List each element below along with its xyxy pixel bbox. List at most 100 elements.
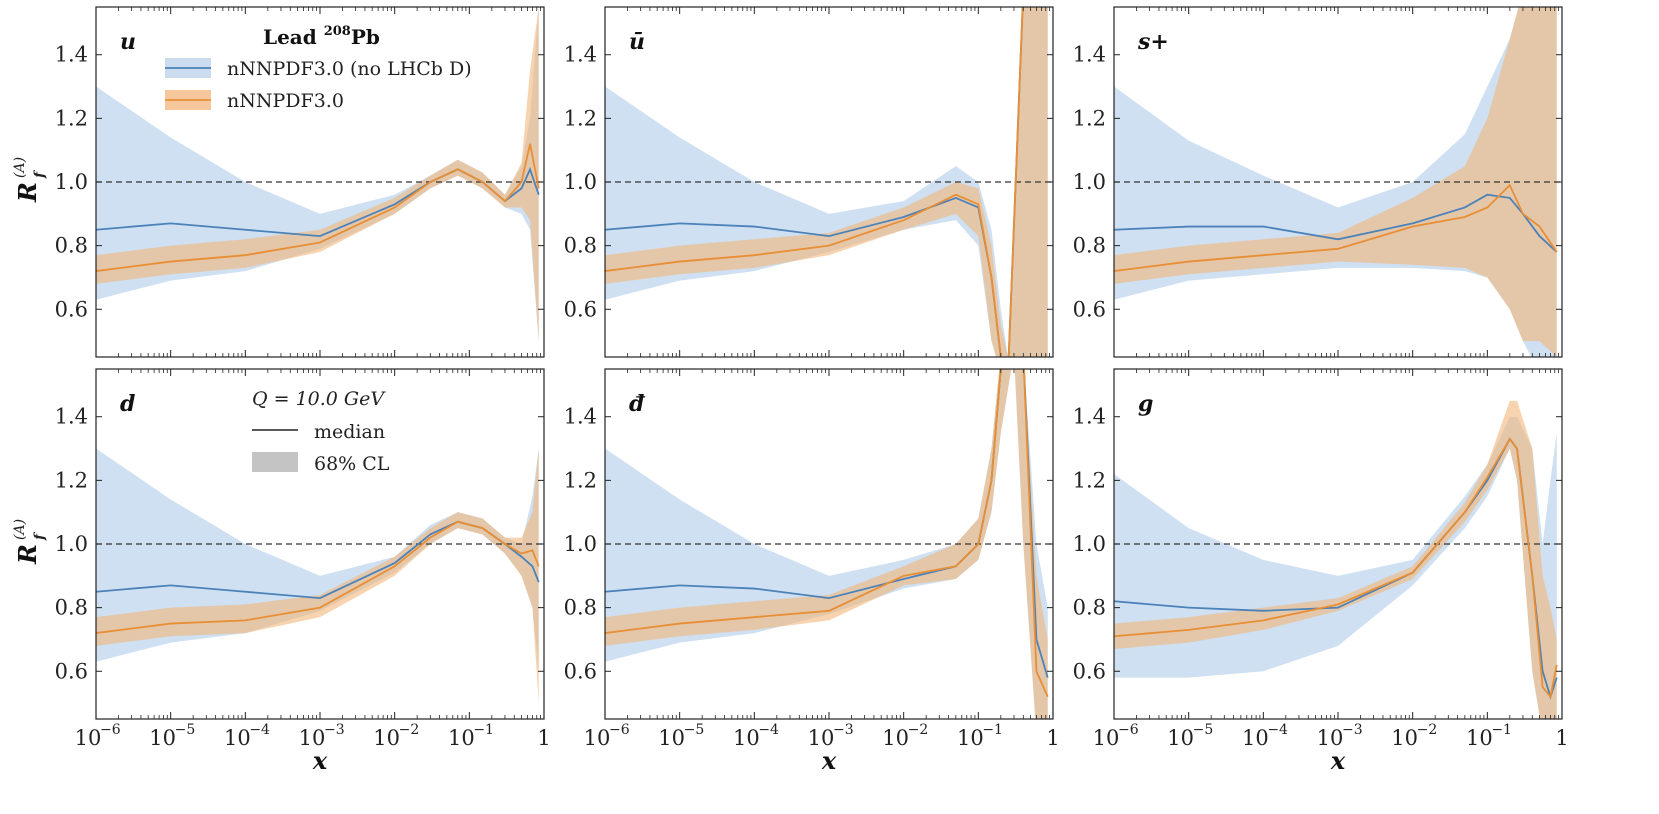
y-tick-label: 0.6 [55,297,88,321]
band-nnnpdf30-splus [1114,7,1557,357]
x-tick-label-exp: −5 [175,722,196,738]
panel-label-dbar: đ [629,391,646,417]
band-nnnpdf30-g [1114,400,1557,719]
legend-band-swatch [252,452,298,472]
x-tick-label-exp: −2 [399,722,420,738]
x-tick-label-base: 10 [149,726,176,750]
x-tick-label-exp: −2 [1417,722,1438,738]
y-axis-label-sub: f [32,169,48,179]
panel-label-splus: s+ [1137,29,1169,55]
y-tick-label: 1.4 [564,43,597,67]
y-tick-label: 1.2 [564,468,597,492]
panel-label-ubar: ū [629,29,645,55]
x-tick-label-base: 10 [373,726,400,750]
y-tick-label: 1.2 [55,468,88,492]
y-axis-label: Rf (A) [12,519,48,565]
median-nnnpdf30-ubar [605,7,1024,357]
y-tick-label: 1.0 [564,170,597,194]
x-tick-label-exp: −4 [758,722,779,738]
legend-band-label: 68% CL [314,453,390,475]
legend: Lead 208Pb nNNPDF3.0 (no LHCb D) nNNPDF3.0 [165,24,472,112]
x-tick-label-exp: −3 [1342,722,1363,738]
x-tick-label-base: 10 [658,726,685,750]
x-tick-label-base: 10 [882,726,909,750]
median-no-lhcb-splus [1114,193,1558,253]
panel-d: 0.60.81.01.21.410−6 10−5 10−4 10−3 10−2 10−1 1… [12,368,551,775]
x-tick-label-exp: −1 [473,722,494,738]
y-tick-label: 0.8 [1073,596,1106,620]
plot-area [96,7,544,342]
x-tick-label-exp: −4 [249,722,270,738]
x-tick-label: 1 [537,726,550,750]
y-tick-label: 0.6 [564,659,597,683]
plot-area [1114,400,1562,719]
median-nnnpdf30-u [96,143,540,272]
panel-splus: 0.6 0.8 1.0 1.2 1.4 s+ [1073,6,1563,358]
x-tick-label-exp: −4 [1267,722,1288,738]
y-tick-label: 1.2 [564,106,597,130]
legend-title-sup: 208 [324,24,351,39]
x-axis-label: x [312,746,328,775]
x-tick-label-base: 10 [75,726,102,750]
legend-entry-label: nNNPDF3.0 (no LHCb D) [227,58,472,80]
x-tick-label-base: 10 [1242,726,1269,750]
x-tick-label-base: 10 [1391,726,1418,750]
y-tick-label: 1.2 [1073,106,1106,130]
x-tick-label-base: 10 [957,726,984,750]
panel-label-d: d [120,391,135,417]
panel-label-g: g [1138,391,1153,417]
x-axis-label: x [821,746,837,775]
x-tick-label-exp: −6 [1118,722,1139,738]
x-tick-label-exp: −3 [324,722,345,738]
scale-label: Q = 10.0 GeV [252,388,386,410]
x-tick-label-exp: −3 [833,722,854,738]
legend-entry-label: nNNPDF3.0 [227,90,344,112]
x-tick-label-base: 10 [584,726,611,750]
y-tick-label: 0.6 [1073,659,1106,683]
y-tick-label: 0.8 [55,234,88,258]
legend-median-label: median [314,421,385,443]
x-tick-label-base: 10 [1466,726,1493,750]
y-tick-label: 1.0 [1073,170,1106,194]
plot-area [96,448,544,704]
x-tick-label-exp: −5 [684,722,705,738]
band-no-lhcb-g [1114,416,1557,719]
x-tick-label-exp: −5 [1193,722,1214,738]
y-tick-label: 0.8 [1073,234,1106,258]
panel-g: 0.60.81.01.21.410−6 10−5 10−4 10−3 10−2 10−1 1… [1073,368,1569,775]
legend-scale: Q = 10.0 GeV median 68% CL [252,388,390,475]
y-axis-label-main: R [13,182,42,203]
band-nnnpdf30-ubar [605,7,1048,357]
plot-area [605,7,1053,357]
x-tick-label-exp: −6 [609,722,630,738]
band-no-lhcb-ubar [605,7,1048,357]
y-axis-label: Rf (A) [12,157,48,203]
y-tick-label: 0.6 [564,297,597,321]
x-tick-label-exp: −1 [1491,722,1512,738]
median-no-lhcb-g [1114,437,1558,700]
x-tick-label-base: 10 [224,726,251,750]
y-tick-label: 0.6 [1073,297,1106,321]
y-axis-label-sub: f [32,531,48,541]
panel-u: 0.6 0.8 1.0 1.2 1.4 Rf (A) u [12,6,545,358]
y-tick-label: 1.0 [55,532,88,556]
panel-label-u: u [120,29,136,55]
x-tick-label-base: 10 [733,726,760,750]
x-tick-label-base: 10 [1093,726,1120,750]
y-tick-label: 1.2 [1073,468,1106,492]
y-tick-label: 0.8 [564,234,597,258]
y-tick-label: 0.8 [564,596,597,620]
plot-area [1114,7,1562,357]
y-tick-label: 1.2 [55,106,88,130]
panel-dbar: 0.60.81.01.21.410−6 10−5 10−4 10−3 10−2 10−1 1… [564,368,1060,775]
median-nnnpdf30-dbar [605,369,1049,698]
y-tick-label: 1.0 [55,170,88,194]
plot-area [605,369,1053,719]
median-no-lhcb-d [96,520,540,600]
band-nnnpdf30-u [96,7,539,342]
median-nnnpdf30-splus [1114,183,1558,272]
y-tick-label: 1.4 [564,405,597,429]
y-tick-label: 0.8 [55,596,88,620]
x-tick-label: 1 [1555,726,1568,750]
